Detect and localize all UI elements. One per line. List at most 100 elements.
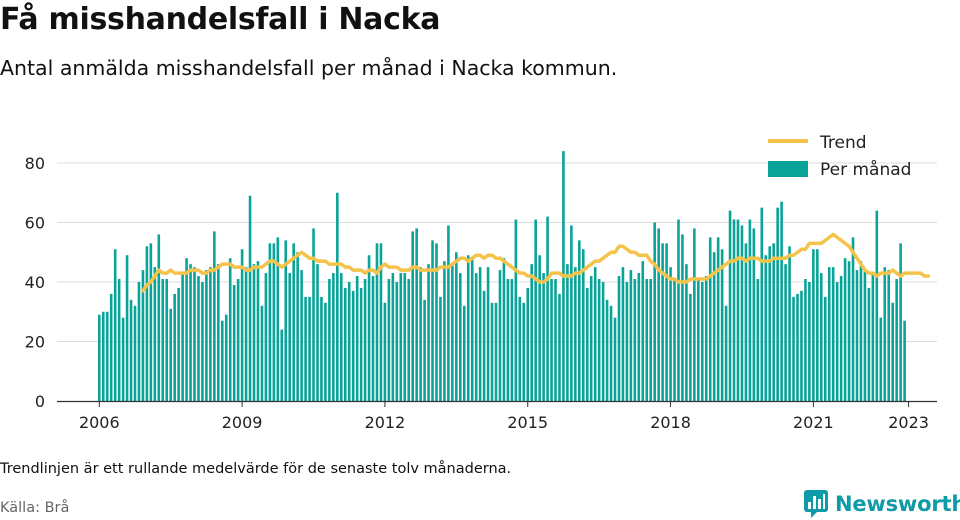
bar [197,276,200,401]
bar [649,279,653,401]
bar [411,231,414,401]
legend-bar-swatch [768,161,808,177]
bar [530,264,533,401]
bar [570,225,573,401]
bar [693,228,696,401]
bar [764,255,768,401]
bar [459,273,462,401]
bar [300,270,303,401]
bar [645,279,649,401]
bar [145,246,149,401]
bar [125,255,129,401]
bar [351,290,355,402]
bar [343,287,347,401]
bar [375,243,379,401]
bar [578,240,581,401]
bar [312,228,315,401]
bar [812,249,815,401]
bar [867,287,871,401]
bar [284,240,288,401]
brand-logo[interactable]: Newsworthy [803,489,960,519]
bar [316,264,319,401]
bar [435,243,438,401]
bar [697,279,700,401]
bar [431,240,434,401]
bar [768,246,772,401]
bar [339,273,343,401]
bar [720,249,724,401]
chart-title: Få misshandelsfall i Nacka [0,2,441,37]
bar [800,290,803,402]
bar [851,237,855,402]
bar [213,231,216,401]
bar [546,216,549,401]
x-tick-label: 2023 [888,413,929,432]
x-axis-ticks: 2006 2009 2012 2015 2018 2021 2023 [79,401,929,432]
bar [113,249,117,401]
bar [685,264,688,401]
bar [550,279,553,401]
bar [121,317,125,401]
bar [209,267,212,402]
bar [863,270,867,401]
footnote: Trendlinjen är ett rullande medelvärde f… [0,461,512,477]
x-tick-label: 2018 [650,413,691,432]
bar [716,237,720,402]
bar [149,243,153,401]
legend-bar-label: Per månad [820,159,911,180]
y-axis-ticks: 0 20 40 60 80 [25,154,45,411]
bar [328,279,331,401]
bar [462,305,466,401]
bar [673,279,676,401]
bar [407,279,411,401]
bar [823,296,827,402]
bar [482,290,486,402]
bar [427,264,430,401]
bar [609,305,613,401]
bar [788,246,791,401]
bar [585,287,589,401]
bar [383,302,387,401]
bar [304,296,307,402]
bar [268,243,272,401]
bar [883,267,887,402]
bar [518,296,522,402]
bar [835,282,839,401]
legend: Trend Per månad [768,133,911,180]
y-tick-label: 60 [25,214,45,233]
bar [169,308,173,401]
bar [506,279,510,401]
bar [395,282,399,401]
x-tick-label: 2006 [79,413,120,432]
bar [308,296,311,402]
bar [796,293,799,401]
bar [859,261,863,401]
bar [708,237,712,402]
bar [371,276,375,401]
bar [514,219,518,401]
chart-subtitle: Antal anmälda misshandelsfall per månad … [0,56,618,80]
bar [784,264,787,401]
bar [875,210,879,401]
bar [141,270,145,401]
bar [899,243,902,401]
bar [443,261,446,401]
bar [617,276,621,401]
bar [597,279,601,401]
bar [724,305,728,401]
bar [736,219,740,401]
bar [355,276,359,401]
bar [367,255,371,401]
bar [189,264,192,401]
bar [605,299,609,401]
bar [756,279,760,401]
x-tick-label: 2009 [222,413,263,432]
bar [681,234,684,401]
bar [601,282,605,401]
bar [256,261,260,401]
bar [657,228,660,401]
bar [816,249,819,401]
brand-name: Newsworthy [835,492,960,516]
bar [776,207,779,402]
bar [447,225,450,401]
